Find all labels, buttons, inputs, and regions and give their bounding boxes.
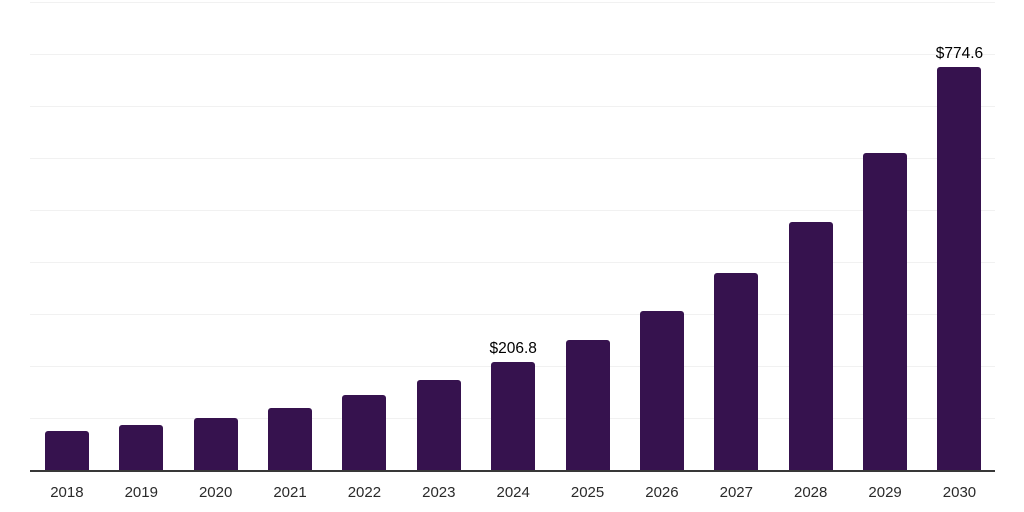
x-axis-tick-label-2028: 2028	[794, 484, 828, 501]
bar-2025	[565, 340, 610, 470]
bar-2028	[788, 221, 833, 470]
bar-2029	[863, 153, 908, 470]
bar-value-label-2024: $206.8	[489, 340, 537, 358]
bar-2019	[119, 425, 164, 470]
x-axis-tick-label-2029: 2029	[868, 484, 902, 501]
gridline	[30, 210, 995, 211]
x-axis-tick-label-2023: 2023	[422, 484, 456, 501]
x-axis-tick-label-2030: 2030	[942, 484, 977, 501]
gridline	[30, 158, 995, 159]
plot-area: $206.8 $774.6	[30, 0, 995, 470]
x-axis-tick-label-2019: 2019	[124, 484, 158, 501]
bar-2030	[937, 67, 982, 470]
bar-2024	[491, 362, 536, 470]
x-axis-tick-label-2025: 2025	[570, 484, 605, 501]
bar-2023	[416, 379, 461, 470]
bar-2020	[193, 417, 238, 470]
x-axis-tick-label-2020: 2020	[198, 484, 233, 501]
gridline	[30, 262, 995, 263]
bar-2022	[342, 394, 387, 470]
gridline	[30, 314, 995, 315]
bar-2018	[44, 431, 89, 470]
gridline	[30, 106, 995, 107]
x-axis-line	[30, 470, 995, 472]
x-axis-tick-label-2024: 2024	[496, 484, 530, 501]
gridline	[30, 54, 995, 55]
gridline	[30, 2, 995, 3]
x-axis-tick-label-2021: 2021	[273, 484, 307, 501]
x-axis: 2018 2019 2020 2021 2022 2023 2024 2025 2026 2027…	[30, 484, 995, 504]
bar-2021	[268, 407, 313, 470]
x-axis-tick-label-2022: 2022	[347, 484, 382, 501]
x-axis-tick-label-2026: 2026	[645, 484, 679, 501]
x-axis-tick-label-2018: 2018	[50, 484, 84, 501]
bar-2026	[639, 310, 684, 470]
x-axis-tick-label-2027: 2027	[719, 484, 753, 501]
bar-2027	[714, 273, 759, 470]
bar-value-label-2030: $774.6	[935, 45, 984, 63]
